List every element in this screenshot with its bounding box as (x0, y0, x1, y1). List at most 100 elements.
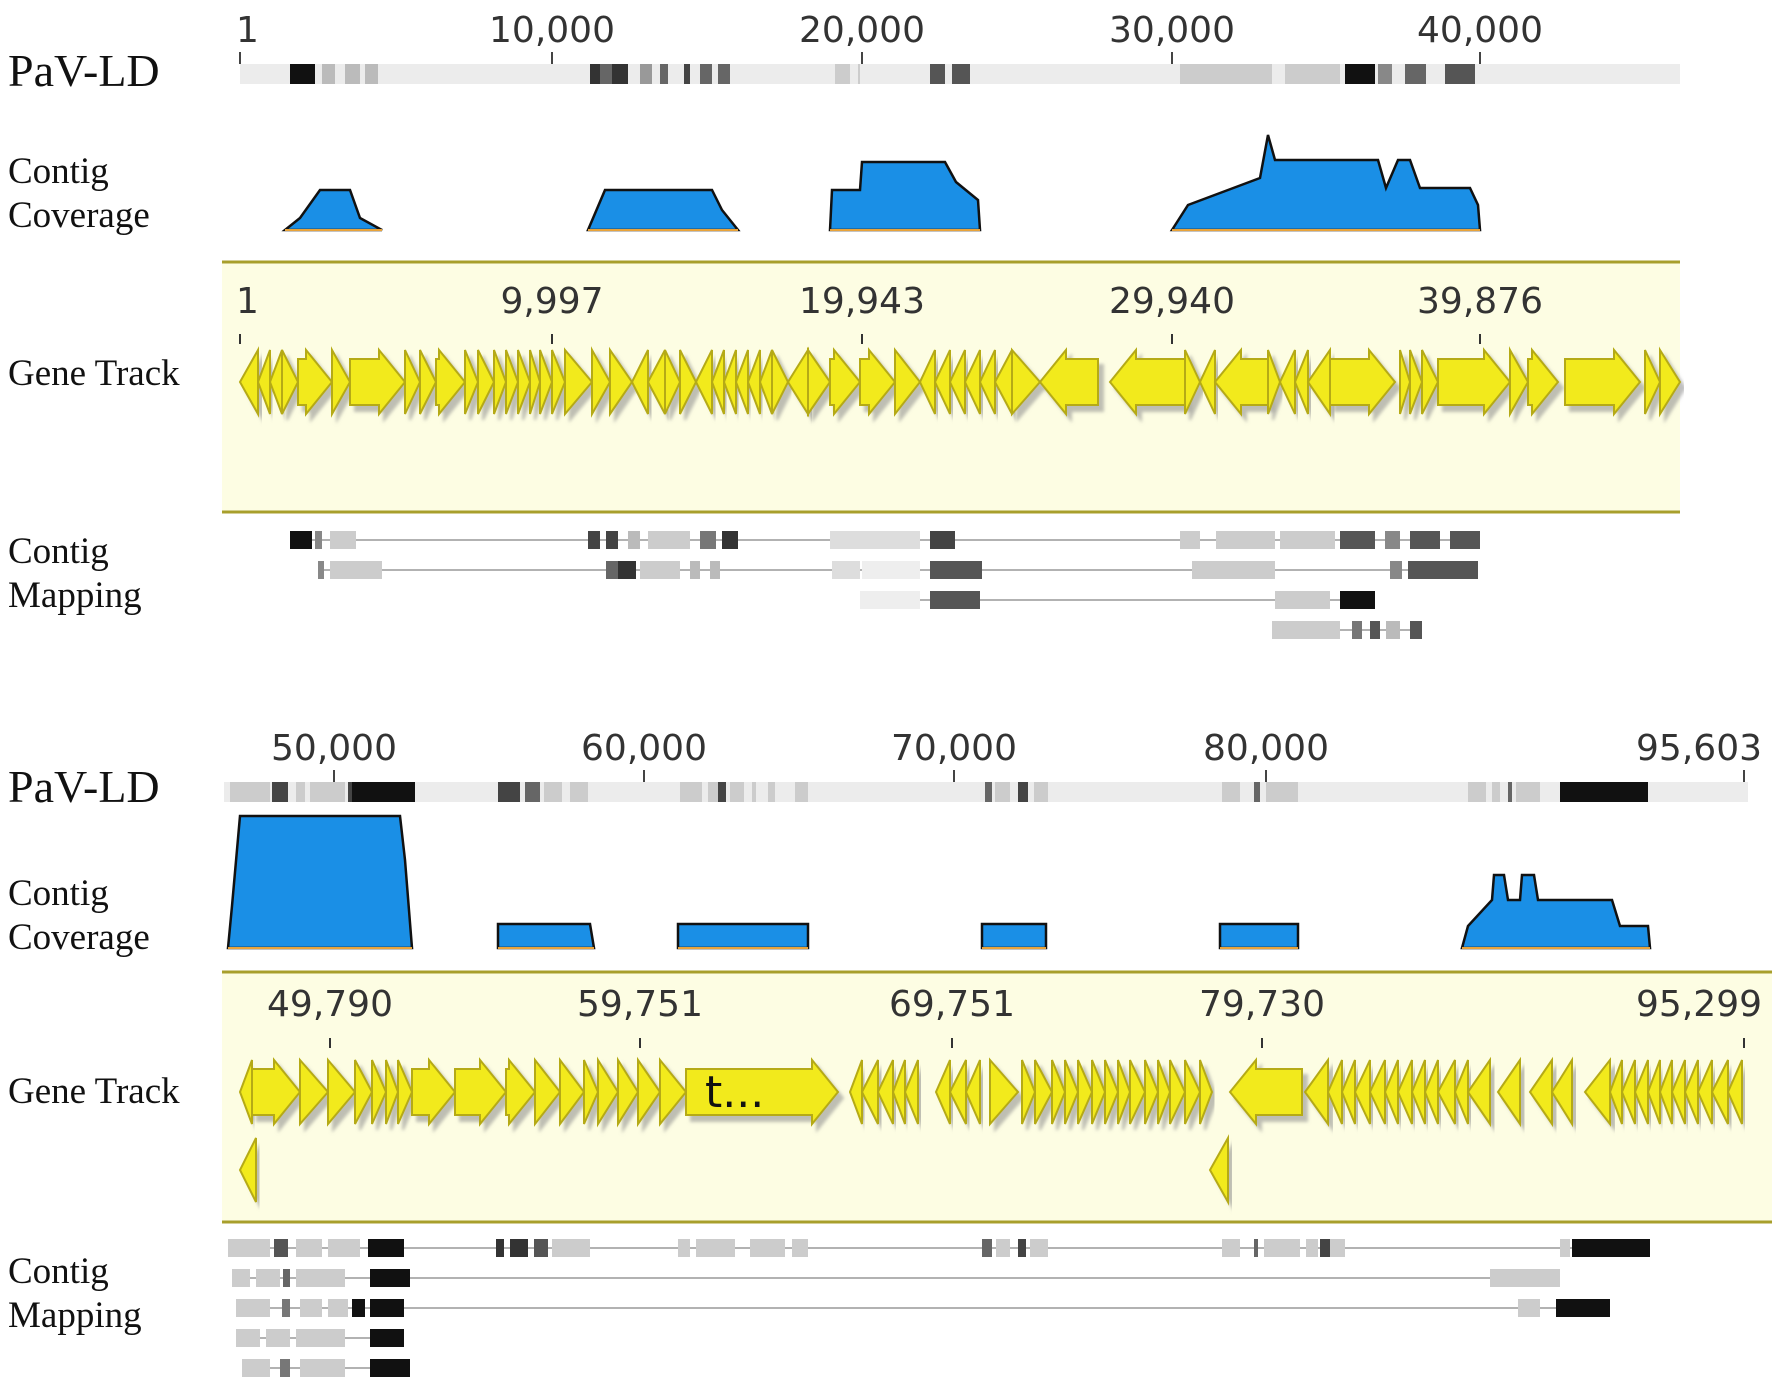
contig-segment (534, 1239, 548, 1257)
sequence-feature (290, 64, 315, 84)
contig-segment (1180, 531, 1200, 549)
contig-segment (930, 591, 980, 609)
gene-arrow-icon (1213, 347, 1269, 417)
contig-segment (1556, 1299, 1610, 1317)
contig-segment (352, 1299, 365, 1317)
gene-arrow-icon (529, 349, 542, 415)
gene-arrow-icon (1564, 347, 1642, 417)
sequence-feature (718, 782, 726, 802)
sequence-feature (525, 782, 540, 802)
gene-arrow-icon (297, 347, 334, 417)
coverage-label-top: Contig Coverage (8, 151, 150, 236)
gene-arrow-icon (1108, 347, 1186, 417)
contig-segment (330, 561, 382, 579)
contig-segment (1018, 1239, 1026, 1257)
contig-segment (370, 1269, 410, 1287)
gene-arrow-icon (859, 347, 897, 417)
gene-arrow-icon (397, 1059, 414, 1125)
sequence-feature (322, 64, 335, 84)
sequence-feature (1180, 64, 1272, 84)
contig-segment (606, 531, 618, 549)
sequence-feature (272, 782, 288, 802)
gene-arrow-icon (1644, 349, 1662, 415)
contig-segment (370, 1359, 410, 1377)
contig-segment (710, 561, 720, 579)
contig-segment (690, 561, 700, 579)
genome-tick-label: 40,000 (1417, 10, 1543, 51)
contig-segment (1390, 561, 1402, 579)
contig-segment (722, 531, 738, 549)
gene-arrow-icon (679, 349, 698, 415)
sequence-feature (544, 782, 562, 802)
gene-arrow-icon (354, 1059, 374, 1125)
sequence-feature (1018, 782, 1028, 802)
gene-tick-label: 19,943 (799, 281, 925, 322)
sequence-feature (718, 64, 730, 84)
sequence-feature (752, 782, 756, 802)
genome-label-bottom: PaV-LD (8, 761, 160, 812)
contig-segment (296, 1269, 345, 1287)
sequence-feature (1345, 64, 1375, 84)
contig-segment (1340, 531, 1375, 549)
gene-arrow-icon (1038, 347, 1099, 417)
genome-tick-label: 80,000 (1203, 728, 1329, 769)
contig-segment (1264, 1239, 1300, 1257)
gene-arrow-icon (1011, 347, 1042, 417)
gene-track-label-bottom: Gene Track (8, 1071, 180, 1112)
sequence-feature (985, 782, 992, 802)
gene-arrow-icon (659, 1057, 688, 1127)
contig-segment (510, 1239, 528, 1257)
sequence-feature (700, 64, 712, 84)
gene-arrow-icon (1091, 1059, 1107, 1125)
coverage-block (586, 188, 741, 232)
gene-arrow-icon (591, 346, 612, 418)
contig-segment (552, 1239, 590, 1257)
contig-segment (750, 1239, 785, 1257)
coverage-label-bottom: Contig Coverage (8, 873, 150, 958)
gene-arrow-icon (1421, 349, 1440, 415)
gene-tick-label: 69,751 (889, 984, 1015, 1025)
gene-arrow-icon (564, 347, 594, 417)
contig-segment (930, 531, 955, 549)
coverage-block (828, 160, 982, 232)
gene-tick-label: 1 (236, 281, 259, 322)
sequence-feature (296, 782, 305, 802)
gene-arrow-icon (349, 347, 407, 417)
gene-tick-label: 79,730 (1199, 984, 1325, 1025)
gene-arrow-icon (327, 1057, 357, 1127)
sequence-feature (1468, 782, 1486, 802)
gene-arrow-icon (534, 1057, 562, 1127)
sequence-feature (952, 64, 970, 84)
contig-segment (1254, 1239, 1258, 1257)
gene-arrow-icon (1409, 349, 1424, 415)
sequence-feature (310, 782, 345, 802)
gene-tick-label: 39,876 (1417, 281, 1543, 322)
contig-segment (1320, 1239, 1330, 1257)
sequence-feature (930, 64, 945, 84)
contig-segment (328, 1239, 360, 1257)
gene-arrow-icon (1077, 1059, 1094, 1125)
contig-segment (1410, 621, 1422, 639)
sequence-feature (498, 782, 520, 802)
sequence-feature (1492, 782, 1500, 802)
gene-arrow-icon (964, 1059, 981, 1125)
contig-segment (930, 561, 982, 579)
contig-segment (1572, 1239, 1650, 1257)
sequence-feature (684, 64, 690, 84)
sequence-feature (995, 782, 1010, 802)
gene-tick-label: 95,299 (1636, 984, 1762, 1025)
contig-segment (588, 531, 600, 549)
contig-segment (1560, 1239, 1570, 1257)
contig-segment (330, 531, 356, 549)
sequence-feature (348, 782, 352, 802)
mapping-label-top: Contig Mapping (8, 531, 142, 616)
sequence-feature (1034, 782, 1048, 802)
gene-arrow-icon (1496, 1056, 1521, 1128)
gene-arrow-icon (238, 1137, 257, 1203)
gene-arrow-icon (1466, 1056, 1491, 1128)
contig-segment (300, 1299, 322, 1317)
contig-segment (318, 561, 324, 579)
gene-arrow-icon (1129, 1059, 1147, 1125)
contig-segment (300, 1359, 345, 1377)
